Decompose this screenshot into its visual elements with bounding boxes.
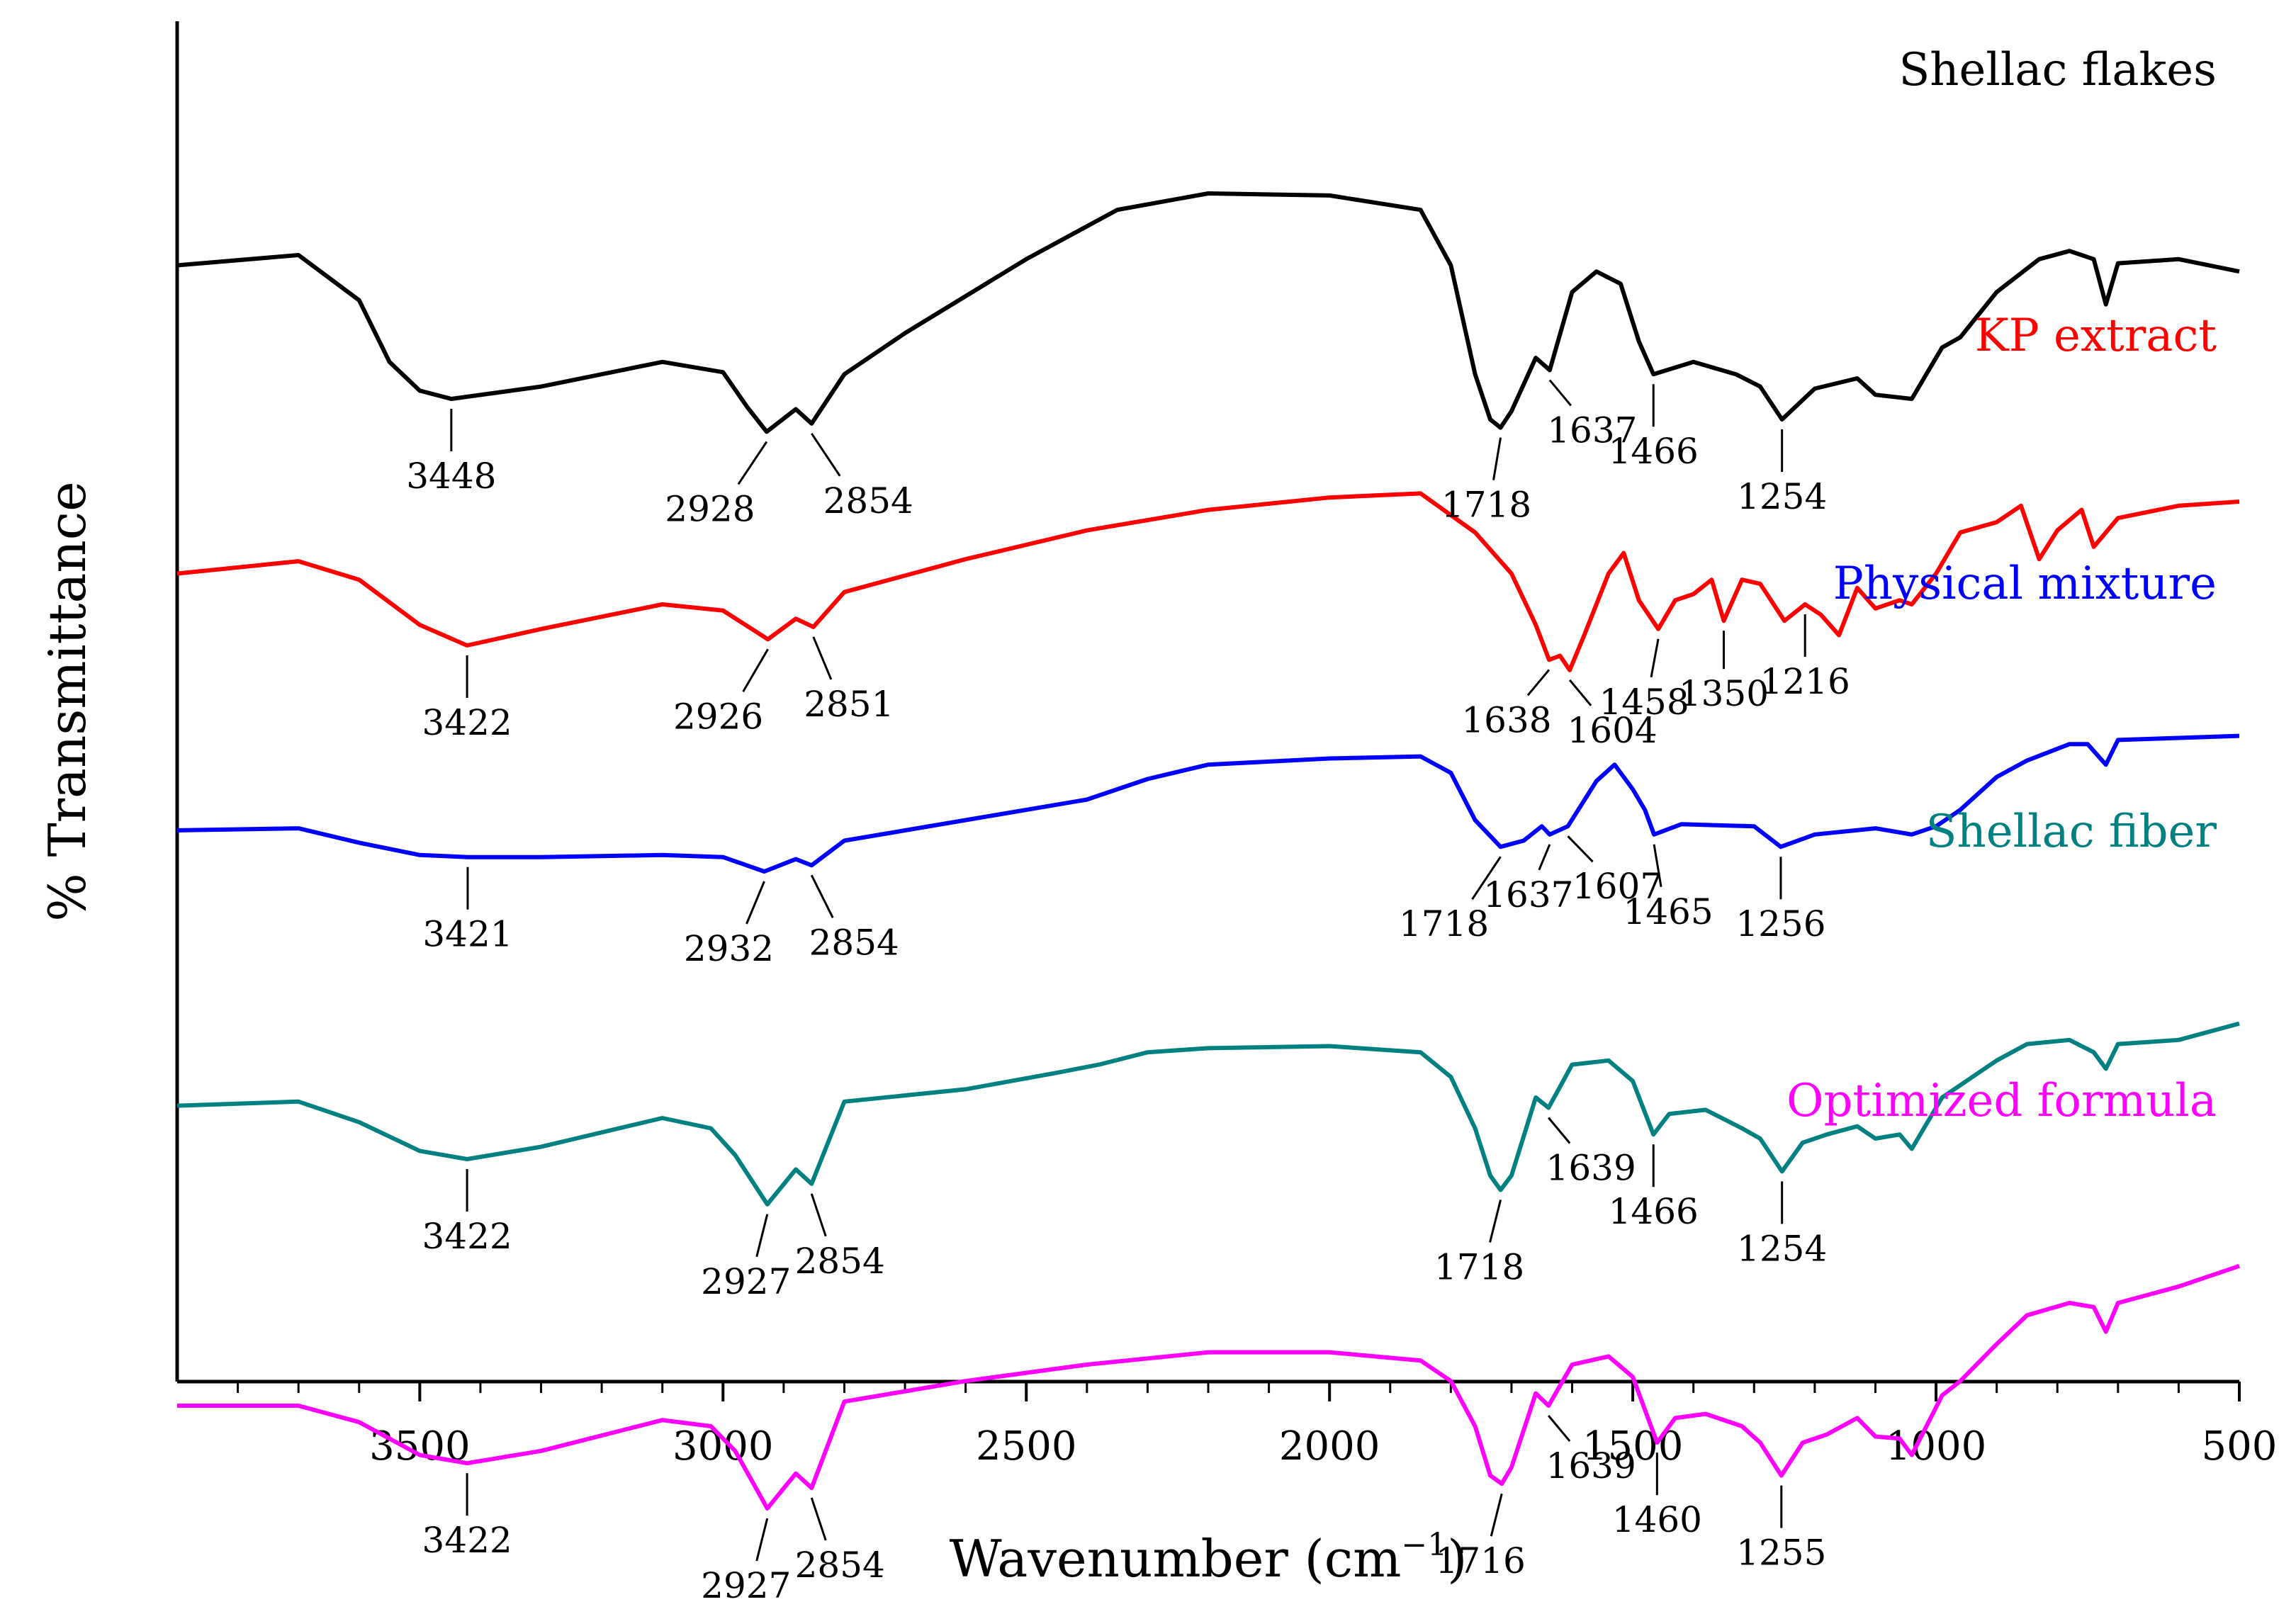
x-ticks: 3500 3000 2500 2000 1500 1000 500 [237, 1382, 2278, 1469]
series-line-kp-extract [176, 491, 2240, 672]
peak-label: 1350 [1679, 673, 1769, 714]
peak-label: 1466 [1609, 1191, 1699, 1232]
peak-leader-line [1492, 437, 1502, 480]
peak-label: 1637 [1483, 874, 1573, 915]
peak-label: 1604 [1567, 710, 1657, 751]
peak-leader-line [1653, 844, 1662, 888]
peak-leader-line [810, 1497, 827, 1541]
peak-label: 3422 [422, 702, 512, 743]
series-line-shellac-flakes [176, 191, 2240, 434]
x-axis-title: Wavenumber (cm−1) [950, 1527, 1468, 1588]
series-line-shellac-fiber [176, 1021, 2240, 1207]
x-tick-label: 3000 [673, 1423, 774, 1469]
peak-label: 2926 [673, 696, 763, 737]
peak-label: 2854 [809, 922, 899, 963]
peak-leader-line [1547, 1415, 1571, 1442]
peak-leader-line [1567, 835, 1594, 863]
peak-label: 1718 [1434, 1247, 1524, 1288]
series-name-label: KP extract [1975, 310, 2217, 362]
series-name-label: Physical mixture [1833, 558, 2217, 610]
peak-label: 1460 [1612, 1499, 1702, 1540]
peak-leader-line [737, 441, 768, 485]
series-layer [176, 191, 2240, 1511]
peak-label: 1716 [1436, 1540, 1526, 1581]
peak-label: 3422 [422, 1520, 512, 1561]
peak-leader-line [811, 432, 841, 477]
peak-label: 3422 [422, 1216, 512, 1257]
peak-label: 1254 [1737, 1228, 1827, 1269]
x-tick-label: 1000 [1886, 1423, 1987, 1469]
x-tick-label: 2500 [976, 1423, 1077, 1469]
peak-label: 3448 [406, 456, 496, 497]
peak-label: 1607 [1572, 866, 1662, 907]
x-axis-title-superscript: −1 [1401, 1527, 1447, 1563]
peak-leader-line [742, 648, 769, 693]
x-tick-label: 2000 [1279, 1423, 1380, 1469]
series-names: Shellac flakes KP extract Physical mixture… [1786, 44, 2217, 1127]
peak-leader-line [810, 874, 834, 918]
peak-label: 2854 [823, 480, 913, 521]
peak-leader-line [1568, 679, 1592, 706]
peak-leader-line [1489, 1200, 1502, 1243]
peak-leader-line [745, 881, 765, 925]
peak-label: 1639 [1546, 1148, 1636, 1189]
peak-label: 1718 [1399, 903, 1489, 944]
peak-leader-line [755, 1518, 769, 1562]
series-name-label: Shellac flakes [1898, 44, 2217, 96]
peak-leader-line [1548, 379, 1572, 407]
peak-leader-line [1538, 844, 1551, 871]
axes [175, 21, 2239, 1384]
peak-label: 1638 [1461, 699, 1551, 740]
peak-label: 2928 [665, 488, 755, 529]
peak-label: 2927 [701, 1565, 791, 1606]
series-line-optimized-formula [177, 1263, 2240, 1511]
series-name-label: Optimized formula [1786, 1075, 2217, 1127]
peak-label: 1256 [1735, 903, 1825, 944]
peak-label: 3421 [422, 914, 512, 955]
y-axis-title: % Transmittance [38, 481, 97, 921]
peak-label: 1254 [1737, 476, 1827, 517]
peak-leader-line [1650, 638, 1660, 678]
series-name-label: Shellac fiber [1926, 806, 2217, 858]
series-line-physical-mixture [176, 733, 2240, 874]
peak-label: 2927 [701, 1261, 791, 1302]
peak-label: 1466 [1609, 431, 1699, 472]
peak-label: 1216 [1760, 661, 1850, 702]
peak-leader-line [1471, 856, 1502, 901]
peak-label: 1255 [1736, 1533, 1826, 1574]
peak-label: 1465 [1623, 891, 1713, 932]
peak-label: 2851 [804, 684, 894, 725]
peak-label: 1639 [1546, 1445, 1636, 1486]
peak-leader-line [1547, 1117, 1571, 1144]
peak-leader-line [755, 1214, 769, 1258]
peak-label: 1458 [1599, 682, 1689, 723]
x-axis-title-close: ) [1447, 1529, 1467, 1588]
peak-leader-line [1526, 669, 1551, 696]
peak-leader-line [1490, 1493, 1503, 1537]
x-axis-title-main: Wavenumber (cm [950, 1529, 1402, 1588]
peak-leader-line [812, 636, 833, 680]
peak-label: 1637 [1547, 410, 1637, 451]
peak-label: 1718 [1441, 485, 1531, 526]
peak-label: 2854 [795, 1241, 885, 1282]
peak-label: 2932 [684, 928, 774, 969]
x-tick-label: 500 [2202, 1423, 2278, 1469]
peak-leader-line [810, 1193, 827, 1237]
peak-label: 2854 [795, 1545, 885, 1586]
